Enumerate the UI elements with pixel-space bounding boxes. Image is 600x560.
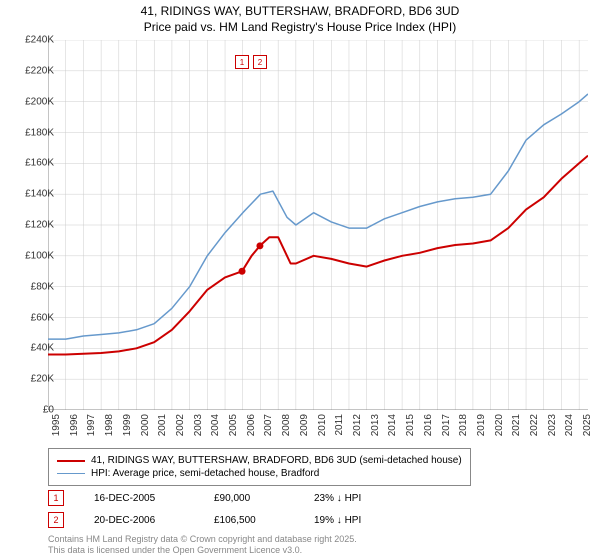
ytick-label: £200K xyxy=(25,96,54,107)
xtick-label: 2017 xyxy=(441,414,452,436)
xtick-label: 2019 xyxy=(476,414,487,436)
footer-line-2: This data is licensed under the Open Gov… xyxy=(48,545,302,555)
xtick-label: 2010 xyxy=(317,414,328,436)
sale-price: £106,500 xyxy=(214,515,284,526)
ytick-label: £160K xyxy=(25,158,54,169)
legend-row-hpi: HPI: Average price, semi-detached house,… xyxy=(57,468,462,479)
ytick-label: £220K xyxy=(25,65,54,76)
sale-hpi: 19% ↓ HPI xyxy=(314,515,394,526)
xtick-label: 2013 xyxy=(370,414,381,436)
legend-swatch-hpi xyxy=(57,473,85,474)
chart-title: 41, RIDINGS WAY, BUTTERSHAW, BRADFORD, B… xyxy=(0,0,600,35)
xtick-label: 1999 xyxy=(122,414,133,436)
footer-line-1: Contains HM Land Registry data © Crown c… xyxy=(48,534,357,544)
chart-marker-2: 2 xyxy=(253,55,267,69)
title-line-1: 41, RIDINGS WAY, BUTTERSHAW, BRADFORD, B… xyxy=(141,4,460,18)
legend-swatch-property xyxy=(57,460,85,462)
title-line-2: Price paid vs. HM Land Registry's House … xyxy=(144,20,456,34)
xtick-label: 2023 xyxy=(547,414,558,436)
sales-table: 1 16-DEC-2005 £90,000 23% ↓ HPI 2 20-DEC-2006… xyxy=(48,490,394,534)
legend-label-property: 41, RIDINGS WAY, BUTTERSHAW, BRADFORD, B… xyxy=(91,455,462,466)
xtick-label: 1998 xyxy=(104,414,115,436)
xtick-label: 2014 xyxy=(387,414,398,436)
xtick-label: 2001 xyxy=(157,414,168,436)
xtick-label: 2016 xyxy=(423,414,434,436)
sale-price: £90,000 xyxy=(214,493,284,504)
ytick-label: £120K xyxy=(25,220,54,231)
xtick-label: 2024 xyxy=(564,414,575,436)
xtick-label: 2011 xyxy=(334,414,345,436)
xtick-label: 2021 xyxy=(511,414,522,436)
ytick-label: £40K xyxy=(31,343,54,354)
ytick-label: £20K xyxy=(31,374,54,385)
xtick-label: 2025 xyxy=(582,414,593,436)
ytick-label: £240K xyxy=(25,35,54,46)
legend-row-property: 41, RIDINGS WAY, BUTTERSHAW, BRADFORD, B… xyxy=(57,455,462,466)
xtick-label: 2002 xyxy=(175,414,186,436)
xtick-label: 2012 xyxy=(352,414,363,436)
sale-marker: 2 xyxy=(48,512,64,528)
xtick-label: 2018 xyxy=(458,414,469,436)
xtick-label: 2005 xyxy=(228,414,239,436)
sale-row: 2 20-DEC-2006 £106,500 19% ↓ HPI xyxy=(48,512,394,528)
xtick-label: 2015 xyxy=(405,414,416,436)
xtick-label: 1996 xyxy=(69,414,80,436)
xtick-label: 2003 xyxy=(193,414,204,436)
sale-row: 1 16-DEC-2005 £90,000 23% ↓ HPI xyxy=(48,490,394,506)
xtick-label: 2004 xyxy=(210,414,221,436)
chart-svg xyxy=(48,40,588,410)
sale-marker: 1 xyxy=(48,490,64,506)
chart-area: 12 xyxy=(48,40,588,410)
ytick-label: £60K xyxy=(31,312,54,323)
ytick-label: £80K xyxy=(31,281,54,292)
xtick-label: 1997 xyxy=(86,414,97,436)
ytick-label: £140K xyxy=(25,189,54,200)
xtick-label: 2008 xyxy=(281,414,292,436)
xtick-label: 2020 xyxy=(494,414,505,436)
chart-marker-1: 1 xyxy=(235,55,249,69)
xtick-label: 2007 xyxy=(263,414,274,436)
footer: Contains HM Land Registry data © Crown c… xyxy=(48,534,357,556)
sale-date: 16-DEC-2005 xyxy=(94,493,184,504)
xtick-label: 2022 xyxy=(529,414,540,436)
sale-hpi: 23% ↓ HPI xyxy=(314,493,394,504)
sale-date: 20-DEC-2006 xyxy=(94,515,184,526)
chart-container: 41, RIDINGS WAY, BUTTERSHAW, BRADFORD, B… xyxy=(0,0,600,560)
ytick-label: £180K xyxy=(25,127,54,138)
xtick-label: 2006 xyxy=(246,414,257,436)
xtick-label: 1995 xyxy=(51,414,62,436)
legend-label-hpi: HPI: Average price, semi-detached house,… xyxy=(91,468,319,479)
xtick-label: 2000 xyxy=(140,414,151,436)
xtick-label: 2009 xyxy=(299,414,310,436)
ytick-label: £100K xyxy=(25,250,54,261)
legend: 41, RIDINGS WAY, BUTTERSHAW, BRADFORD, B… xyxy=(48,448,471,486)
